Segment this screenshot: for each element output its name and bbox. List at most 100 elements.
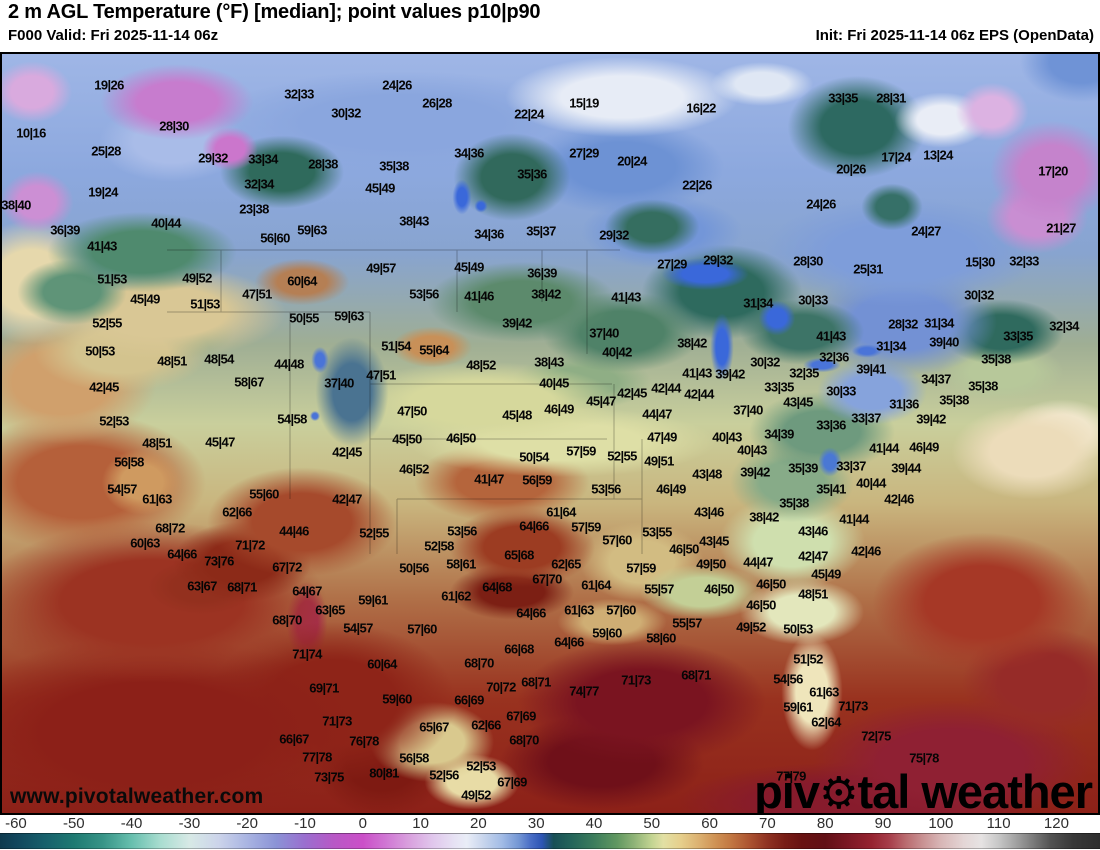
point-value: 40|44 (856, 475, 886, 491)
point-value: 33|35 (1003, 328, 1033, 344)
point-value: 30|33 (826, 383, 856, 399)
point-value: 39|42 (502, 315, 532, 331)
point-value: 74|77 (569, 683, 599, 699)
point-value: 45|49 (811, 566, 841, 582)
point-value: 41|43 (816, 328, 846, 344)
point-value: 58|61 (446, 556, 476, 572)
point-value: 47|51 (366, 367, 396, 383)
point-value: 71|72 (235, 537, 265, 553)
point-value: 49|52 (736, 619, 766, 635)
point-value: 34|39 (764, 426, 794, 442)
point-value: 37|40 (589, 325, 619, 341)
logo-text-post: tal weather (857, 765, 1093, 815)
point-value: 42|45 (89, 379, 119, 395)
point-value: 66|67 (279, 731, 309, 747)
point-value: 43|45 (699, 533, 729, 549)
page-title: 2 m AGL Temperature (°F) [median]; point… (8, 1, 541, 23)
colorbar-tick: -10 (294, 815, 316, 832)
point-value: 56|58 (114, 454, 144, 470)
point-value: 66|68 (504, 641, 534, 657)
point-value: 77|78 (302, 749, 332, 765)
point-value: 28|38 (308, 156, 338, 172)
point-value: 71|73 (621, 672, 651, 688)
colorbar-tick: 0 (358, 815, 367, 832)
point-value: 44|47 (642, 406, 672, 422)
point-value: 64|66 (519, 518, 549, 534)
point-value: 40|43 (712, 429, 742, 445)
point-value: 47|49 (647, 429, 677, 445)
point-value: 38|42 (749, 509, 779, 525)
point-value: 38|42 (677, 335, 707, 351)
point-value: 35|38 (981, 351, 1011, 367)
point-value: 48|51 (157, 353, 187, 369)
point-value: 46|49 (909, 439, 939, 455)
temperature-field (2, 54, 1098, 813)
point-value: 71|73 (838, 698, 868, 714)
point-value: 61|63 (142, 491, 172, 507)
point-value: 37|40 (324, 375, 354, 391)
point-value: 57|59 (566, 443, 596, 459)
temperature-map: 19|26 32|33 30|32 10|16 28|30 25|28 29|32 33|34… (0, 52, 1100, 815)
point-value: 44|46 (279, 523, 309, 539)
colorbar: -60 -50 -40 -30 -20 -10 0 10 20 30 40 50 60 70 80 90 100… (0, 815, 1100, 850)
point-value: 54|57 (343, 620, 373, 636)
point-value: 32|34 (1049, 318, 1079, 334)
point-value: 40|45 (539, 375, 569, 391)
point-value: 59|61 (783, 699, 813, 715)
point-value: 38|40 (1, 197, 31, 213)
point-value: 60|64 (287, 273, 317, 289)
point-value: 22|26 (682, 177, 712, 193)
point-value: 68|71 (227, 579, 257, 595)
point-value: 25|31 (853, 261, 883, 277)
point-value: 28|30 (793, 253, 823, 269)
point-value: 73|75 (314, 769, 344, 785)
point-value: 71|74 (292, 646, 322, 662)
point-value: 52|58 (424, 538, 454, 554)
point-value: 59|60 (592, 625, 622, 641)
logo-text-pre: piv (754, 765, 820, 815)
point-value: 59|61 (358, 592, 388, 608)
point-value: 59|63 (297, 222, 327, 238)
point-values-layer: 19|26 32|33 30|32 10|16 28|30 25|28 29|32 33|34… (1, 54, 1098, 813)
point-value: 35|39 (788, 460, 818, 476)
point-value: 76|78 (349, 733, 379, 749)
point-value: 55|57 (644, 581, 674, 597)
point-value: 32|33 (1009, 253, 1039, 269)
colorbar-tick: 100 (928, 815, 954, 832)
point-value: 53|56 (591, 481, 621, 497)
point-value: 46|49 (656, 481, 686, 497)
point-value: 47|51 (242, 286, 272, 302)
point-value: 40|42 (602, 344, 632, 360)
point-value: 38|42 (531, 286, 561, 302)
point-value: 47|50 (397, 403, 427, 419)
point-value: 57|60 (602, 532, 632, 548)
point-value: 68|71 (681, 667, 711, 683)
point-value: 49|50 (696, 556, 726, 572)
point-value: 16|22 (686, 100, 716, 116)
point-value: 46|50 (756, 576, 786, 592)
point-value: 42|45 (617, 385, 647, 401)
point-value: 32|34 (244, 176, 274, 192)
point-value: 43|46 (798, 523, 828, 539)
colorbar-tick: 70 (759, 815, 776, 832)
point-value: 42|46 (884, 491, 914, 507)
point-value: 55|57 (672, 615, 702, 631)
point-value: 58|60 (646, 630, 676, 646)
header: 2 m AGL Temperature (°F) [median]; point… (0, 0, 1100, 52)
point-value: 73|76 (204, 553, 234, 569)
point-value: 33|35 (828, 90, 858, 106)
init-time-label: Init: Fri 2025-11-14 06z EPS (OpenData) (815, 27, 1094, 44)
point-value: 53|56 (447, 523, 477, 539)
point-value: 37|40 (733, 402, 763, 418)
point-value: 15|30 (965, 254, 995, 270)
point-value: 48|51 (142, 435, 172, 451)
point-value: 52|55 (607, 448, 637, 464)
point-value: 61|63 (809, 684, 839, 700)
point-value: 52|55 (359, 525, 389, 541)
point-value: 42|44 (651, 380, 681, 396)
point-value: 33|36 (816, 417, 846, 433)
point-value: 50|56 (399, 560, 429, 576)
point-value: 46|50 (746, 597, 776, 613)
colorbar-tick: 30 (527, 815, 545, 832)
point-value: 58|67 (234, 374, 264, 390)
